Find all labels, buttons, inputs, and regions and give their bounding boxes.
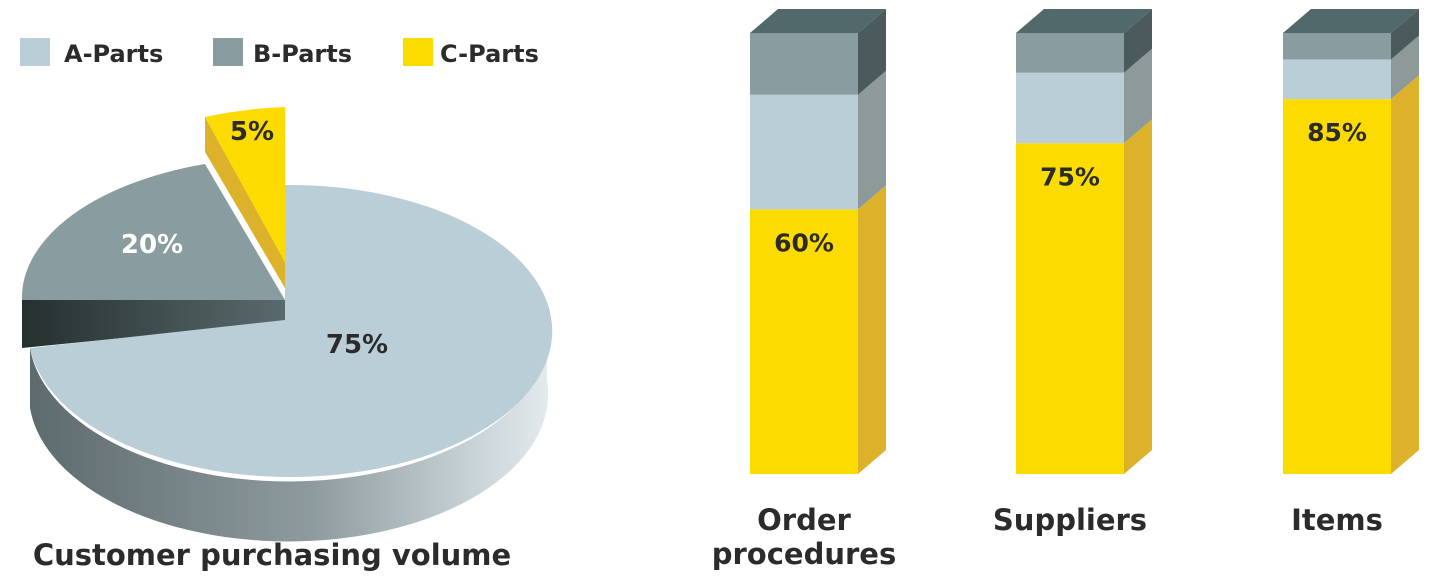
legend-label-a-parts: A-Parts	[64, 40, 163, 68]
bar-1-segment-b-parts-side	[858, 9, 886, 95]
bar-1-segment-c-parts	[750, 209, 858, 474]
bar-2-segment-c-parts	[1016, 143, 1124, 474]
legend-swatch-a-parts	[20, 38, 50, 66]
bar-3-segment-c-parts-side	[1391, 75, 1419, 475]
pie-slice-b-parts	[21, 164, 285, 300]
bar-1-segment-c-parts-side	[858, 185, 886, 474]
bar-1-segment-a-parts-side	[858, 70, 886, 210]
bar-1-segment-a-parts	[750, 94, 858, 210]
legend-label-b-parts: B-Parts	[253, 40, 352, 68]
pie-slice-c-parts	[205, 107, 285, 262]
pie-chart: 5% 20% 75% Customer purchasing volume	[21, 107, 553, 572]
bar-3-segment-b-parts	[1283, 33, 1391, 60]
bar-1-segment-b-parts	[750, 33, 858, 95]
bar-1-top	[750, 9, 886, 33]
legend: A-Parts B-Parts C-Parts	[20, 38, 539, 68]
legend-swatch-b-parts	[213, 38, 243, 66]
bar-2-segment-c-parts-side	[1124, 119, 1152, 474]
pie-slice-a-parts	[30, 184, 553, 477]
pie-value-label-b-parts: 20%	[121, 230, 183, 260]
bar-2-segment-a-parts	[1016, 72, 1124, 144]
legend-label-c-parts: C-Parts	[440, 40, 539, 68]
bar-value-label-2: 75%	[1040, 162, 1100, 191]
bar-2-segment-b-parts	[1016, 33, 1124, 73]
bar-3-segment-c-parts	[1283, 99, 1391, 475]
bar-3-segment-b-parts-side	[1391, 9, 1419, 60]
legend-swatch-c-parts	[403, 38, 433, 66]
bar-3-top	[1283, 9, 1419, 33]
bar-2-top	[1016, 9, 1152, 33]
pie-slice-a-parts-side	[30, 320, 549, 542]
pie-slice-b-parts-side	[22, 300, 285, 348]
pie-value-label-c-parts: 5%	[230, 117, 274, 147]
bar-category-label-1: Order procedures	[712, 503, 896, 571]
bar-3-segment-a-parts-side	[1391, 35, 1419, 100]
bar-category-label-2: Suppliers	[993, 503, 1147, 537]
bar-value-label-3: 85%	[1307, 118, 1367, 147]
bar-category-label-3: Items	[1291, 503, 1383, 537]
pie-title: Customer purchasing volume	[33, 538, 511, 572]
stacked-bar-chart: 60% Order procedures 75% Suppliers 85% Items	[712, 9, 1419, 571]
pie-slice-c-parts-side	[205, 117, 285, 288]
bar-value-label-1: 60%	[774, 228, 834, 257]
pie-value-label-a-parts: 75%	[326, 330, 388, 360]
bar-2-segment-b-parts-side	[1124, 9, 1152, 73]
bar-3-segment-a-parts	[1283, 59, 1391, 100]
bar-2-segment-a-parts-side	[1124, 48, 1152, 144]
